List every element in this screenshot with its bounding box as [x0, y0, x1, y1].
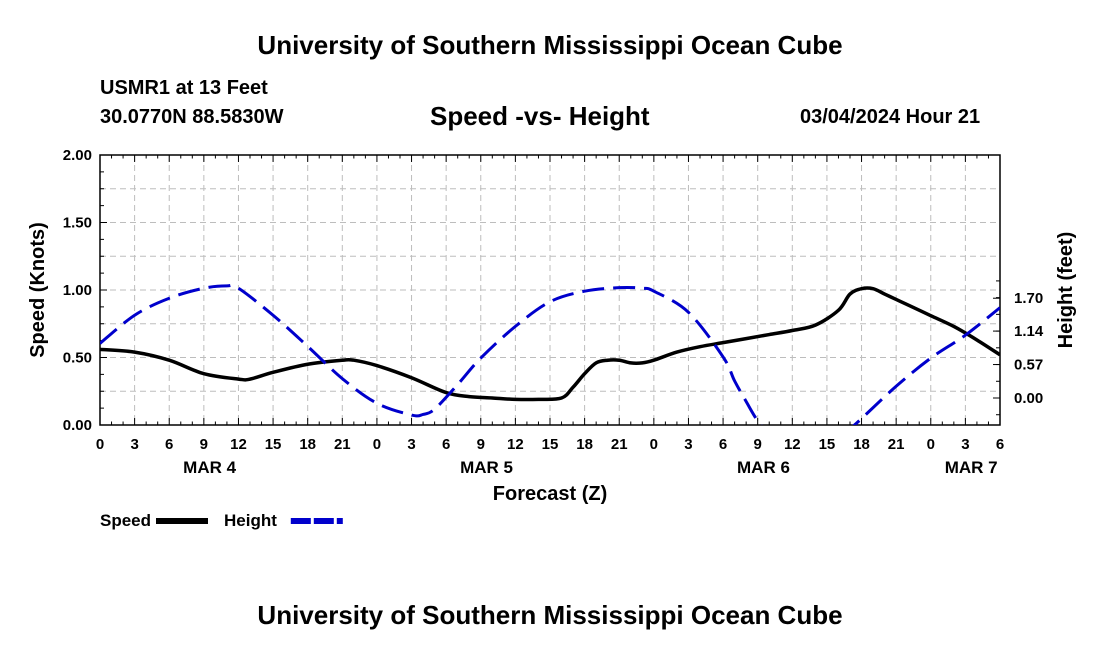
- x-tick-label: 18: [853, 436, 870, 453]
- x-tick-label: 9: [200, 436, 208, 453]
- x-tick-label: 6: [165, 436, 173, 453]
- station-label: USMR1 at 13 Feet: [100, 77, 268, 99]
- x-tick-label: 18: [299, 436, 316, 453]
- x-axis-title: Forecast (Z): [493, 483, 607, 505]
- station-coords: 30.0770N 88.5830W: [100, 106, 284, 128]
- x-tick-label: 6: [719, 436, 727, 453]
- main-title: University of Southern Mississippi Ocean…: [257, 30, 843, 60]
- x-tick-label: 0: [927, 436, 935, 453]
- y-tick-label-right: 1.14: [1014, 323, 1044, 340]
- y-tick-label-right: 1.70: [1014, 290, 1043, 307]
- x-tick-label: 6: [442, 436, 450, 453]
- series-line-speed: [100, 286, 1000, 402]
- x-tick-label: 15: [542, 436, 559, 453]
- forecast-datetime: 03/04/2024 Hour 21: [800, 106, 981, 128]
- y-tick-label-left: 0.50: [63, 350, 92, 367]
- y-axis-title-right: Height (feet): [1055, 232, 1077, 349]
- x-tick-label: 3: [130, 436, 138, 453]
- legend-label-height: Height: [224, 511, 277, 530]
- footer-title: University of Southern Mississippi Ocean…: [257, 600, 843, 630]
- y-tick-label-left: 1.00: [63, 282, 92, 299]
- x-tick-label: 0: [650, 436, 658, 453]
- x-tick-label: 0: [373, 436, 381, 453]
- x-tick-label: 12: [230, 436, 247, 453]
- y-tick-label-left: 0.00: [63, 417, 92, 434]
- date-label: MAR 7: [945, 458, 998, 477]
- date-label: MAR 5: [460, 458, 513, 477]
- date-label: MAR 4: [183, 458, 236, 477]
- y-tick-label-right: 0.00: [1014, 390, 1043, 407]
- y-tick-label-left: 2.00: [63, 147, 92, 164]
- x-tick-label: 3: [407, 436, 415, 453]
- x-tick-label: 21: [888, 436, 905, 453]
- x-tick-label: 21: [334, 436, 351, 453]
- x-tick-label: 3: [961, 436, 969, 453]
- series-line-height: [100, 283, 1000, 425]
- y-tick-label-right: 0.57: [1014, 357, 1043, 374]
- x-tick-label: 9: [754, 436, 762, 453]
- x-tick-label: 18: [576, 436, 593, 453]
- x-tick-label: 0: [96, 436, 104, 453]
- x-tick-label: 15: [265, 436, 282, 453]
- legend-label-speed: Speed: [100, 511, 151, 530]
- y-tick-label-left: 1.50: [63, 215, 92, 232]
- x-tick-label: 12: [507, 436, 524, 453]
- chart-subtitle: Speed -vs- Height: [430, 101, 650, 131]
- x-tick-label: 6: [996, 436, 1004, 453]
- x-tick-label: 9: [477, 436, 485, 453]
- x-tick-label: 3: [684, 436, 692, 453]
- y-axis-title-left: Speed (Knots): [27, 222, 49, 358]
- x-tick-label: 21: [611, 436, 628, 453]
- date-label: MAR 6: [737, 458, 790, 477]
- x-tick-label: 15: [819, 436, 836, 453]
- x-tick-label: 12: [784, 436, 801, 453]
